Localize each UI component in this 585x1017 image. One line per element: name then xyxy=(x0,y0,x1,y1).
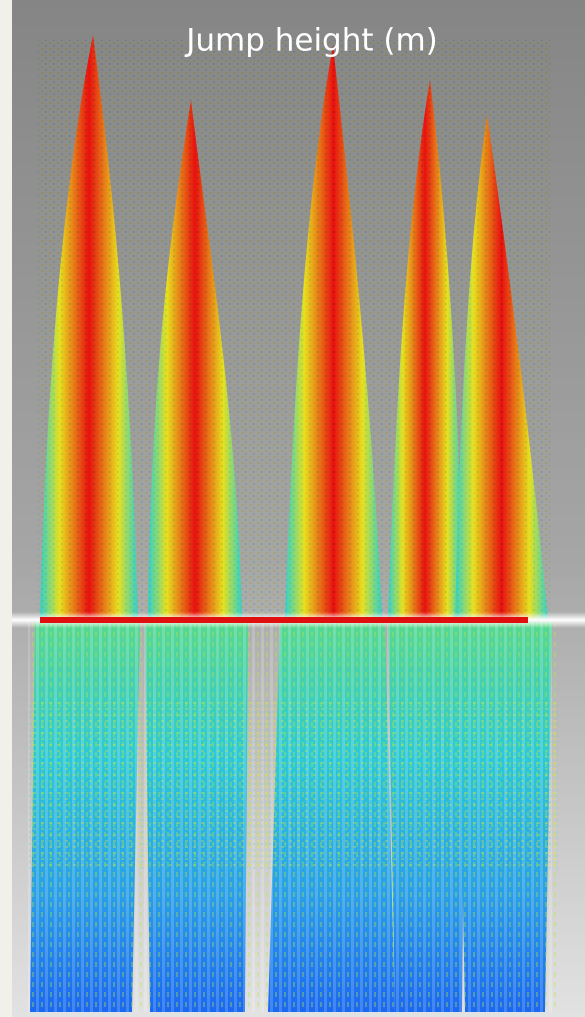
lower-trajectories xyxy=(28,622,558,1012)
ground-contact xyxy=(40,617,528,623)
title: Jump height (m) xyxy=(184,23,438,59)
visualization: Jump height (m) xyxy=(0,0,585,1017)
upper-trajectories xyxy=(38,35,550,620)
page: Jump height (m) (() => { const data = JS… xyxy=(0,0,585,1017)
